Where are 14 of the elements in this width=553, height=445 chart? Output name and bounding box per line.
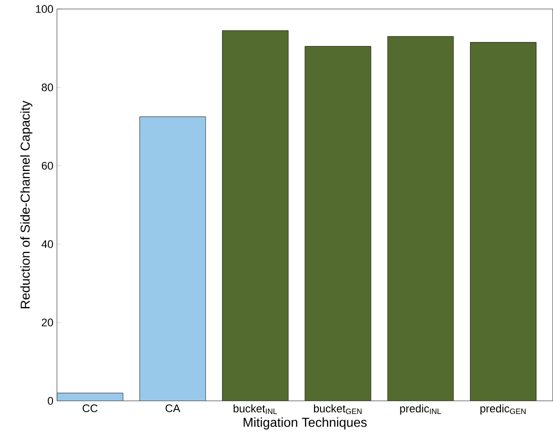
y-tick-label: 60 <box>42 162 54 170</box>
y-tick-label: 0 <box>48 397 54 405</box>
x-tick-label: predic$_{GEN}$ <box>480 404 526 415</box>
x-tick-label: CA <box>166 404 180 412</box>
x-tick-label: predic$_{INL}$ <box>400 404 441 415</box>
y-tick-label: 100 <box>36 5 54 13</box>
y-axis-title: Reduction of Side-Channel Capacity <box>20 100 32 308</box>
y-tick-label: 20 <box>42 318 54 326</box>
x-tick-label: bucket$_{GEN}$ <box>314 404 362 414</box>
y-tick-label: 40 <box>42 240 54 248</box>
x-tick-label: CC <box>82 404 98 412</box>
x-axis-title: Mitigation Techniques <box>244 418 367 430</box>
x-tick-label: bucket$_{INL}$ <box>234 404 277 414</box>
y-tick-label: 80 <box>42 84 54 92</box>
